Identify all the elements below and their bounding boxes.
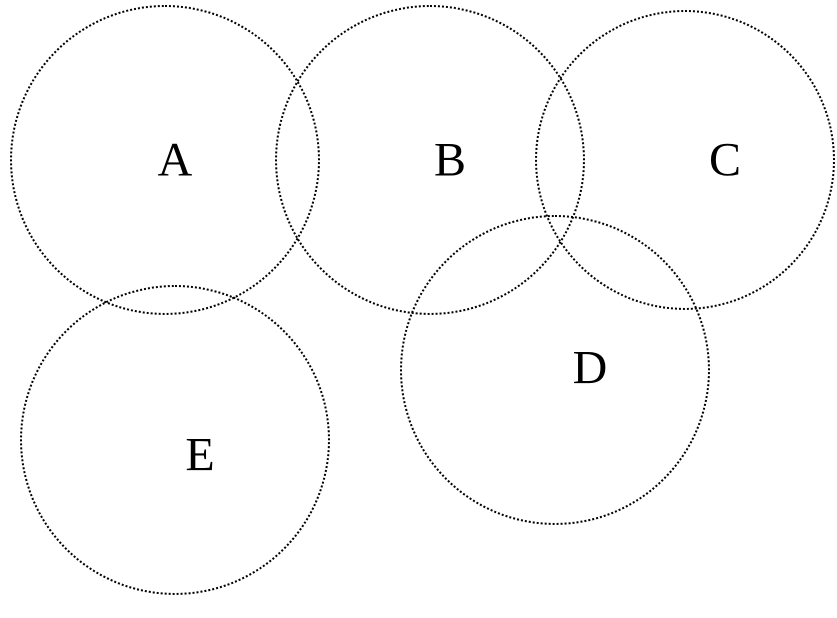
venn-diagram: A B C D E bbox=[0, 0, 837, 618]
circle-d bbox=[400, 215, 710, 525]
label-d: D bbox=[573, 341, 608, 396]
label-c: C bbox=[709, 133, 741, 188]
circle-e bbox=[20, 285, 330, 595]
label-e: E bbox=[185, 428, 214, 483]
label-a: A bbox=[158, 133, 193, 188]
label-b: B bbox=[434, 133, 466, 188]
